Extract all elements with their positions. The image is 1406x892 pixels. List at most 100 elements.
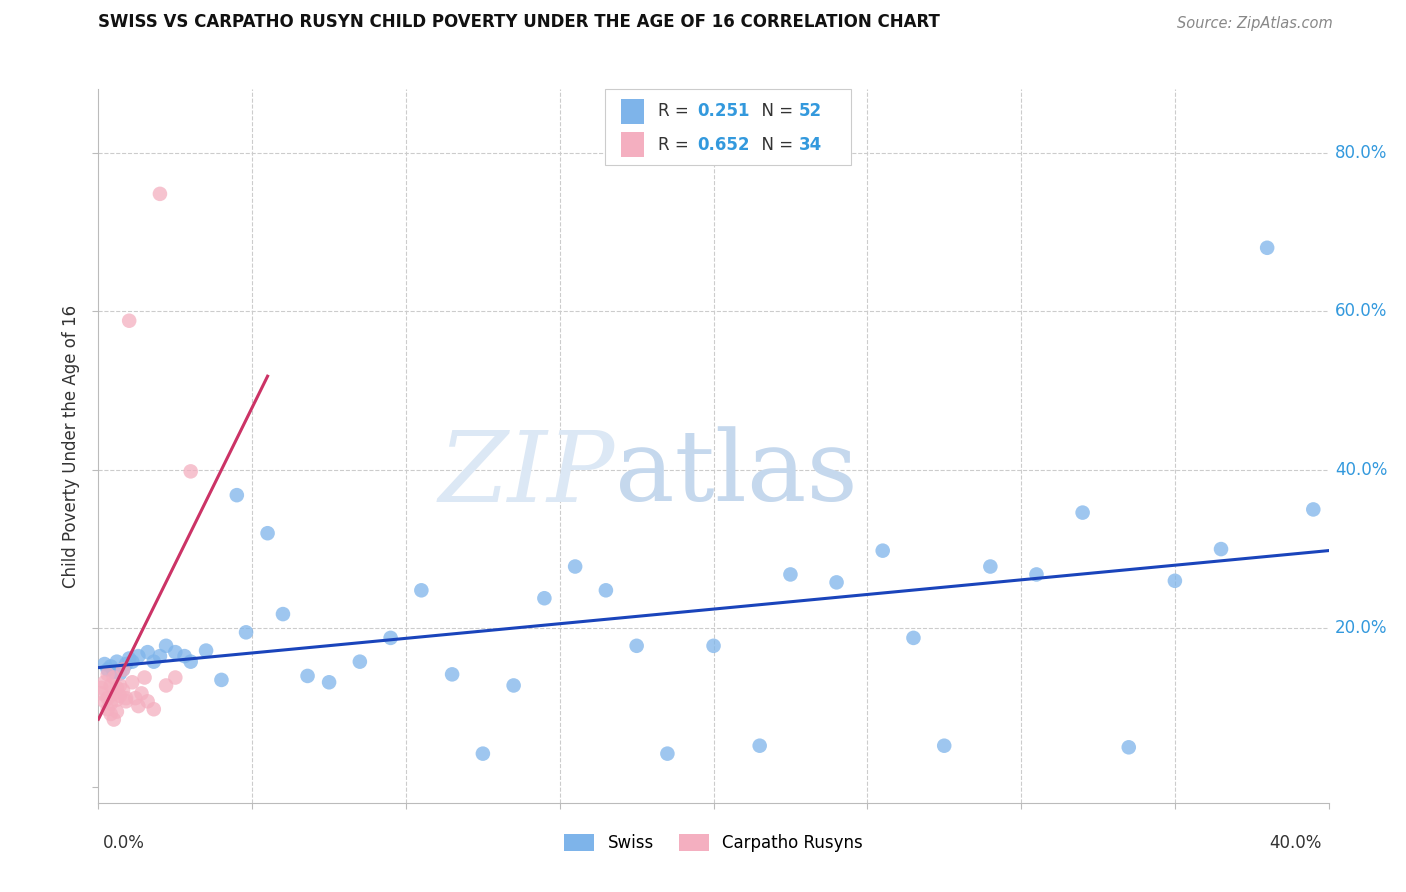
Point [595,583,617,598]
Point [112,683,135,698]
Point [165,645,187,659]
Text: 0.652: 0.652 [697,136,749,153]
Point [100,659,122,673]
Point [657,747,679,761]
Point [195,643,218,657]
Point [97,663,120,677]
Text: 60.0%: 60.0% [1334,302,1388,320]
Point [297,669,319,683]
Point [533,591,555,606]
Point [105,681,128,695]
Point [108,678,131,692]
Point [108,666,131,681]
Point [112,663,135,677]
Point [979,559,1001,574]
Point [100,678,122,692]
Point [748,739,770,753]
Point [903,631,925,645]
Point [105,655,128,669]
Point [1025,567,1047,582]
Point [97,691,120,706]
Point [1164,574,1187,588]
Text: Source: ZipAtlas.com: Source: ZipAtlas.com [1177,16,1333,31]
Point [93,675,115,690]
Point [127,699,149,714]
Point [108,689,131,703]
Point [872,543,894,558]
Point [779,567,801,582]
Text: R =: R = [658,103,695,120]
Text: atlas: atlas [616,426,858,523]
Point [103,713,125,727]
Point [256,526,278,541]
Text: N =: N = [751,103,799,120]
Point [93,694,115,708]
Point [118,651,141,665]
Text: 0.0%: 0.0% [103,834,145,852]
Point [318,675,340,690]
Point [271,607,294,621]
Point [235,625,257,640]
Point [115,694,138,708]
Point [149,649,172,664]
Point [825,575,848,590]
Point [225,488,247,502]
Point [100,697,122,711]
Point [127,649,149,664]
Point [105,705,128,719]
Point [626,639,648,653]
Point [136,645,159,659]
Text: 40.0%: 40.0% [1334,461,1388,479]
Text: N =: N = [751,136,799,153]
Point [703,639,725,653]
Point [211,673,233,687]
Point [1209,542,1232,557]
Point [502,678,524,692]
Point [124,691,146,706]
Point [136,694,159,708]
Point [112,663,135,677]
Point [103,665,125,679]
Point [165,671,187,685]
Point [180,464,202,478]
Legend: Swiss, Carpatho Rusyns: Swiss, Carpatho Rusyns [558,827,869,859]
Text: 52: 52 [799,103,821,120]
Point [155,678,177,692]
Point [90,686,112,700]
Point [173,649,195,664]
Point [97,702,120,716]
Point [97,667,120,681]
Point [121,655,143,669]
Text: 80.0%: 80.0% [1334,144,1388,161]
Point [1302,502,1324,516]
Point [103,686,125,700]
Point [131,686,153,700]
Point [100,706,122,721]
Point [121,675,143,690]
Text: 40.0%: 40.0% [1270,834,1322,852]
Point [118,314,141,328]
Point [180,655,202,669]
Point [115,657,138,671]
Point [103,671,125,685]
Point [134,671,156,685]
Text: R =: R = [658,136,695,153]
Text: ZIP: ZIP [439,427,616,522]
Text: 0.251: 0.251 [697,103,749,120]
Point [142,655,165,669]
Point [1256,241,1278,255]
Point [441,667,464,681]
Point [1118,740,1140,755]
Point [349,655,371,669]
Point [934,739,956,753]
Point [411,583,433,598]
Point [115,691,138,706]
Text: 34: 34 [799,136,823,153]
Point [564,559,586,574]
Y-axis label: Child Poverty Under the Age of 16: Child Poverty Under the Age of 16 [62,304,80,588]
Point [380,631,402,645]
Point [1071,506,1094,520]
Point [142,702,165,716]
Point [90,681,112,695]
Text: 20.0%: 20.0% [1334,619,1388,638]
